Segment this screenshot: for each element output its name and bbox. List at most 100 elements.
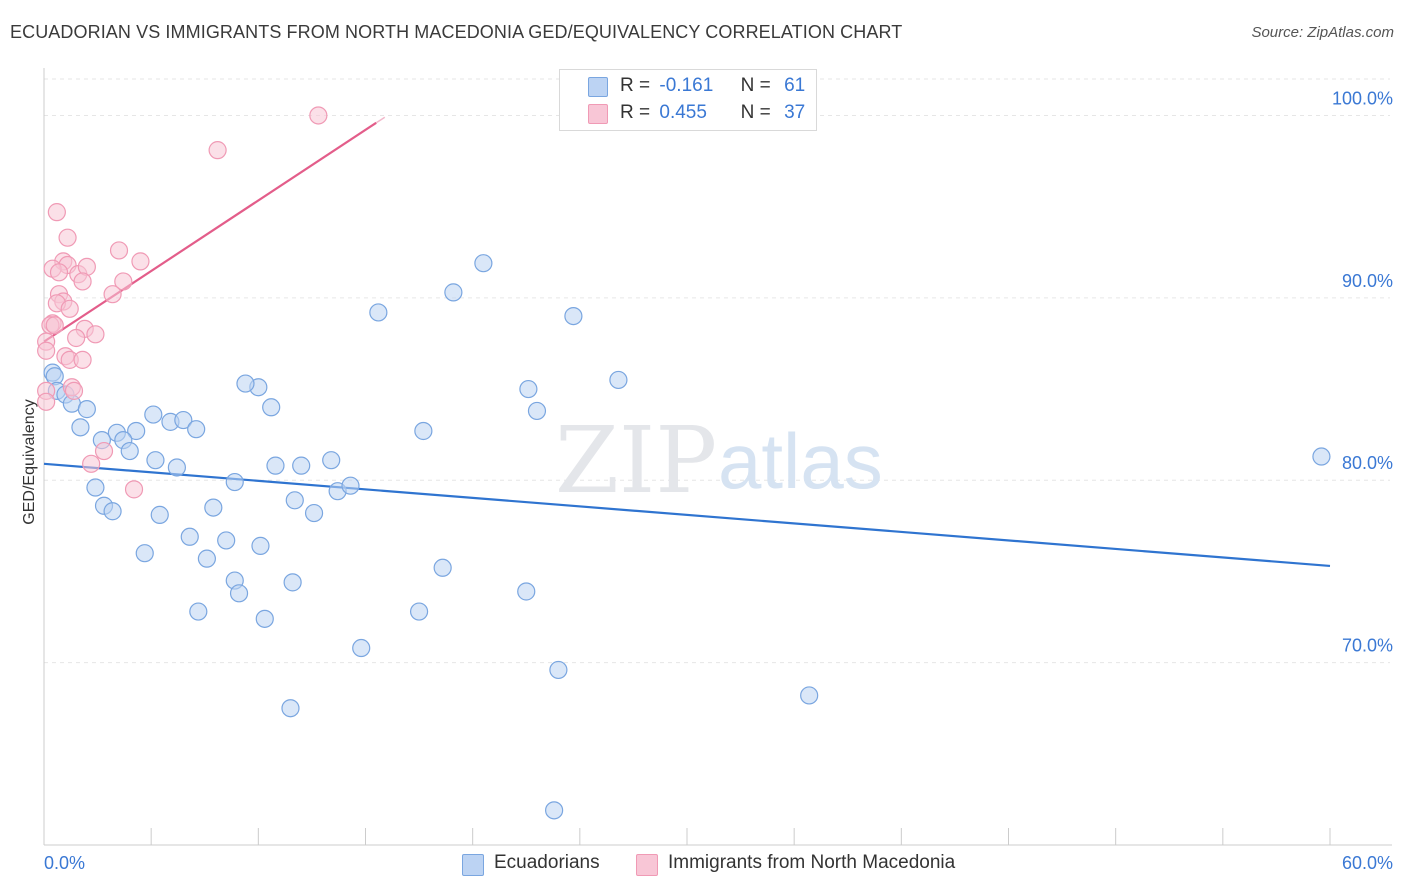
point-ecuadorian — [549, 660, 568, 680]
point-ecuadorian — [281, 699, 300, 718]
point-ecuadorian — [187, 420, 206, 439]
point-ecuadorian — [527, 401, 547, 421]
point-ecuadorian — [545, 801, 564, 820]
point-ecuadorian — [369, 303, 388, 322]
point-ecuadorian — [77, 400, 96, 419]
point-north-macedonia — [49, 263, 69, 282]
point-ecuadorian — [236, 374, 255, 393]
point-north-macedonia — [67, 328, 86, 348]
point-ecuadorian — [167, 458, 186, 477]
point-ecuadorian — [292, 456, 311, 475]
n-value: 61 — [784, 75, 806, 96]
point-ecuadorian — [204, 498, 223, 517]
axes — [43, 68, 1392, 846]
watermark-zip: ZIP — [555, 407, 717, 514]
r-label: R = — [620, 75, 651, 96]
point-ecuadorian — [144, 405, 163, 424]
point-north-macedonia — [73, 272, 92, 291]
point-north-macedonia — [64, 381, 84, 400]
point-ecuadorian — [127, 421, 146, 441]
point-north-macedonia — [309, 106, 328, 125]
point-ecuadorian — [71, 418, 90, 437]
point-north-macedonia — [82, 454, 101, 473]
data-points — [37, 106, 1331, 820]
r-label: R = — [620, 102, 651, 123]
point-ecuadorian — [225, 472, 244, 492]
point-ecuadorian — [1312, 447, 1331, 466]
x-tick-label: 0.0% — [44, 853, 85, 873]
point-north-macedonia — [103, 285, 122, 304]
correlation-legend: R = -0.161 N = 61 R = 0.455 N = 37 — [559, 69, 817, 131]
point-north-macedonia — [73, 350, 92, 369]
point-ecuadorian — [262, 398, 281, 417]
point-ecuadorian — [285, 491, 304, 510]
legend-stats: R = 0.455 N = 37 — [620, 102, 805, 124]
n-label: N = — [740, 75, 771, 96]
point-ecuadorian — [433, 558, 452, 577]
point-north-macedonia — [58, 228, 77, 247]
point-ecuadorian — [800, 686, 819, 705]
point-ecuadorian — [352, 638, 371, 658]
legend-swatch-blue — [462, 854, 484, 876]
point-ecuadorian — [255, 609, 274, 628]
x-tick-label: 60.0% — [1342, 853, 1393, 873]
point-ecuadorian — [135, 544, 154, 563]
series-legend: Ecuadorians Immigrants from North Macedo… — [0, 852, 1406, 878]
point-ecuadorian — [409, 602, 429, 621]
point-north-macedonia — [131, 252, 150, 271]
point-ecuadorian — [517, 582, 536, 601]
watermark: ZIP atlas — [555, 407, 883, 514]
point-north-macedonia — [37, 392, 56, 411]
point-ecuadorian — [564, 306, 583, 326]
point-ecuadorian — [174, 410, 193, 430]
point-ecuadorian — [304, 503, 324, 523]
n-label: N = — [740, 102, 771, 123]
chart-title: ECUADORIAN VS IMMIGRANTS FROM NORTH MACE… — [10, 22, 903, 42]
axis-labels: 70.0% 80.0% 90.0% 100.0% 0.0% 60.0% GED/Equiva… — [21, 88, 1393, 873]
point-north-macedonia — [94, 441, 114, 461]
point-ecuadorian — [146, 451, 165, 470]
point-ecuadorian — [103, 502, 122, 521]
y-tick-label: 80.0% — [1342, 453, 1393, 473]
point-ecuadorian — [197, 549, 216, 568]
point-north-macedonia — [86, 325, 105, 344]
point-ecuadorian — [229, 584, 249, 603]
point-ecuadorian — [189, 602, 208, 621]
n-value: 37 — [784, 102, 806, 123]
point-ecuadorian — [150, 505, 169, 524]
legend-label: Immigrants from North Macedonia — [668, 852, 956, 873]
y-tick-label: 100.0% — [1332, 88, 1393, 108]
point-ecuadorian — [266, 456, 285, 475]
legend-swatch-blue — [588, 77, 608, 97]
point-ecuadorian — [474, 254, 493, 273]
point-north-macedonia — [45, 316, 64, 335]
point-ecuadorian — [251, 536, 270, 555]
point-ecuadorian — [341, 476, 360, 495]
legend-swatch-pink — [588, 104, 608, 124]
point-ecuadorian — [217, 531, 236, 550]
grid-lines — [44, 78, 1390, 664]
legend-stats: R = -0.161 N = 61 — [620, 75, 805, 97]
legend-label: Ecuadorians — [494, 852, 600, 873]
point-ecuadorian — [180, 527, 199, 546]
watermark-atlas: atlas — [718, 417, 883, 505]
point-ecuadorian — [283, 573, 302, 592]
point-ecuadorian — [322, 451, 341, 470]
source-label: Source: ZipAtlas.com — [1251, 24, 1394, 41]
point-north-macedonia — [109, 241, 129, 260]
trend-line-ecuadorians — [43, 462, 1331, 568]
r-value: -0.161 — [659, 75, 714, 96]
point-ecuadorian — [120, 441, 139, 461]
point-ecuadorian — [414, 421, 433, 441]
legend-swatch-pink — [636, 854, 658, 876]
point-ecuadorian — [444, 283, 463, 302]
point-north-macedonia — [208, 141, 227, 160]
y-tick-label: 70.0% — [1342, 636, 1393, 656]
y-tick-label: 90.0% — [1342, 271, 1393, 291]
y-axis-label: GED/Equivalency — [21, 399, 38, 524]
point-north-macedonia — [47, 203, 66, 222]
point-north-macedonia — [114, 272, 133, 291]
point-north-macedonia — [60, 299, 79, 318]
r-value: 0.455 — [659, 102, 707, 123]
